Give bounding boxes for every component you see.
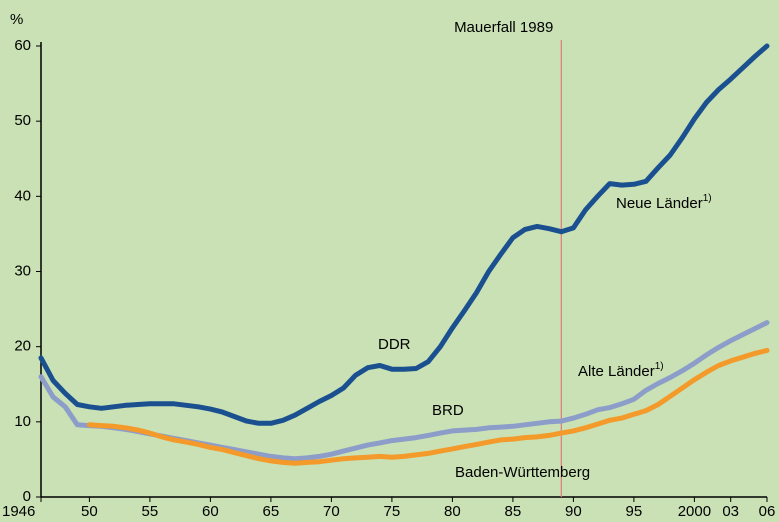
x-tick-label: 2000 xyxy=(678,503,711,520)
y-axis-label: % xyxy=(10,11,23,28)
series-name: DDR xyxy=(378,336,411,353)
series-name: Neue Länder xyxy=(616,195,703,212)
x-tick-label: 65 xyxy=(263,503,280,520)
series-footnote: 1) xyxy=(703,193,712,204)
x-tick-label: 70 xyxy=(323,503,340,520)
x-tick-label: 90 xyxy=(565,503,582,520)
x-tick-label: 55 xyxy=(142,503,159,520)
y-tick-label: 60 xyxy=(14,37,31,54)
x-tick-label: 03 xyxy=(722,503,739,520)
x-tick-label: 80 xyxy=(444,503,461,520)
series-line xyxy=(38,223,564,426)
y-tick-label: 10 xyxy=(14,413,31,430)
series-name: Baden-Württemberg xyxy=(455,464,590,481)
x-tick-label: 50 xyxy=(81,503,98,520)
series-footnote: 1) xyxy=(655,361,664,372)
series-label: Alte Länder1) xyxy=(578,361,664,380)
y-tick-label: 20 xyxy=(14,338,31,355)
x-tick-label: 75 xyxy=(384,503,401,520)
series-label: DDR xyxy=(378,336,411,353)
x-tick-label: 1946 xyxy=(2,503,35,520)
y-tick-label: 30 xyxy=(14,262,31,279)
y-tick-label: 40 xyxy=(14,187,31,204)
series-label: Neue Länder1) xyxy=(616,193,712,212)
annotation-text: Mauerfall 1989 xyxy=(454,19,553,36)
series-name: BRD xyxy=(432,402,464,419)
series-line xyxy=(558,320,770,424)
x-tick-label: 95 xyxy=(626,503,643,520)
y-tick-label: 0 xyxy=(23,488,31,505)
series-label: Baden-Württemberg xyxy=(455,464,590,481)
series-label: BRD xyxy=(432,402,464,419)
series-line xyxy=(86,347,770,466)
series-name: Alte Länder xyxy=(578,363,655,380)
x-tick-label: 60 xyxy=(202,503,219,520)
y-tick-label: 50 xyxy=(14,112,31,129)
x-tick-label: 85 xyxy=(505,503,522,520)
x-tick-label: 06 xyxy=(759,503,776,520)
series-line xyxy=(558,43,770,235)
